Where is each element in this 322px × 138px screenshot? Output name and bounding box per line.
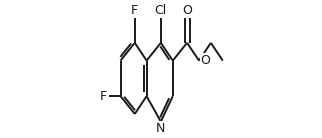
Text: O: O xyxy=(200,54,210,67)
Text: Cl: Cl xyxy=(155,4,167,17)
Text: F: F xyxy=(100,90,107,103)
Text: O: O xyxy=(182,4,192,17)
Text: F: F xyxy=(131,4,138,17)
Text: N: N xyxy=(156,122,166,135)
